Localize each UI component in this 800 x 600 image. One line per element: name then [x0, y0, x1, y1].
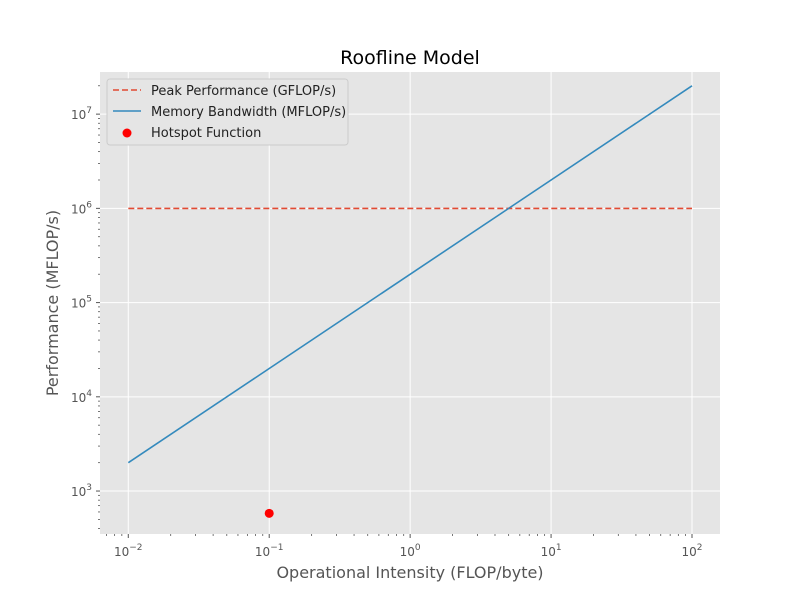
- y-tick-label: 106: [71, 200, 92, 216]
- y-tick-label: 107: [71, 106, 92, 122]
- chart-title: Roofline Model: [340, 47, 480, 69]
- legend-label: Memory Bandwidth (MFLOP/s): [151, 105, 346, 120]
- legend: Peak Performance (GFLOP/s) Memory Bandwid…: [106, 78, 349, 146]
- series-layer: [127, 85, 693, 518]
- x-tick-label: 10−1: [255, 543, 284, 559]
- y-tick-label: 105: [71, 295, 92, 311]
- x-tick-label: 100: [400, 543, 421, 559]
- y-tick-label: 103: [71, 483, 92, 499]
- memory-bandwidth-line: [127, 85, 693, 464]
- legend-marker-swatch: [122, 128, 132, 138]
- x-tick-label: 10−2: [114, 543, 143, 559]
- legend-label: Peak Performance (GFLOP/s): [151, 84, 336, 99]
- y-tick-label: 104: [71, 389, 92, 405]
- axis-ticks: 10−2 10−1 100 101 102 103 104 105 106 107: [71, 85, 703, 559]
- x-tick-label: 101: [541, 543, 562, 559]
- hotspot-point: [264, 508, 274, 518]
- legend-items: Peak Performance (GFLOP/s) Memory Bandwid…: [113, 84, 346, 141]
- x-axis-title: Operational Intensity (FLOP/byte): [276, 563, 543, 582]
- legend-frame: [106, 78, 349, 146]
- x-tick-label: 102: [681, 543, 702, 559]
- legend-label: Hotspot Function: [151, 126, 261, 141]
- y-axis-title: Performance (MFLOP/s): [43, 210, 62, 396]
